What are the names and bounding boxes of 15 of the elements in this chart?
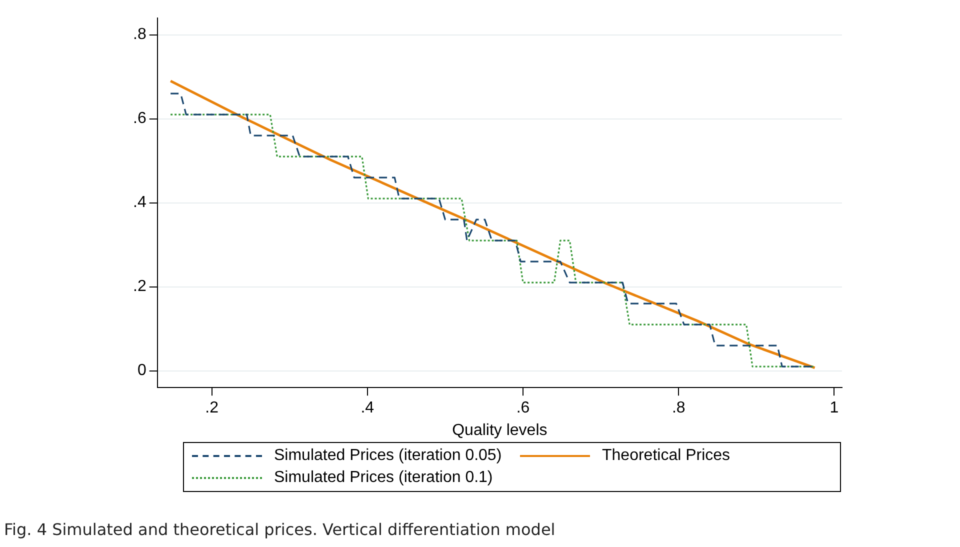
y-tick-label: .2 [133, 278, 146, 296]
x-tick-label: .2 [205, 400, 219, 417]
x-axis-title: Quality levels [452, 422, 548, 439]
legend-label: Simulated Prices (iteration 0.05) [274, 447, 502, 465]
legend-label: Simulated Prices (iteration 0.1) [274, 469, 493, 487]
y-tick-label: .4 [133, 194, 146, 212]
x-tick-label: 1 [830, 400, 839, 417]
legend-label: Theoretical Prices [602, 447, 730, 465]
y-tick-label: .8 [133, 26, 146, 44]
y-tick-label: 0 [137, 362, 146, 380]
x-tick-label: .4 [360, 400, 374, 417]
caption: Fig. 4 Simulated and theoretical prices. Vertical differentiation model [4, 520, 556, 539]
x-tick-label: .6 [516, 400, 530, 417]
y-tick-label: .6 [133, 110, 146, 128]
x-tick-label: .8 [672, 400, 686, 417]
